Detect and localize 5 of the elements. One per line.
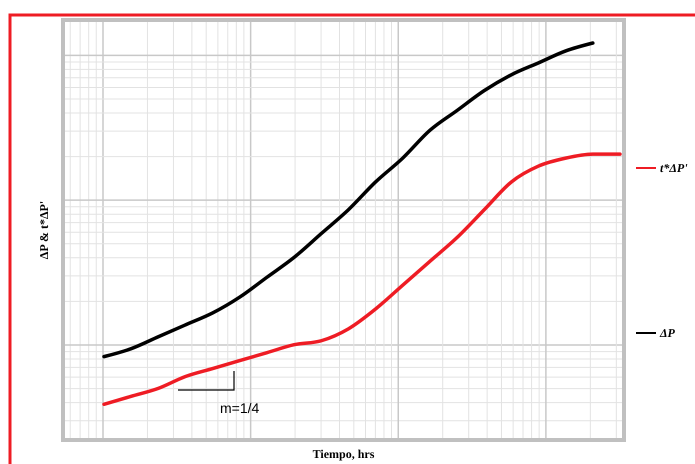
y-axis-title: ΔP & t*ΔP': [37, 200, 51, 260]
x-axis-title: Tiempo, hrs: [312, 447, 375, 461]
annotation: m=1/4: [220, 400, 260, 416]
legend-label: ΔP: [659, 326, 676, 340]
legend-label: t*ΔP': [660, 161, 688, 175]
